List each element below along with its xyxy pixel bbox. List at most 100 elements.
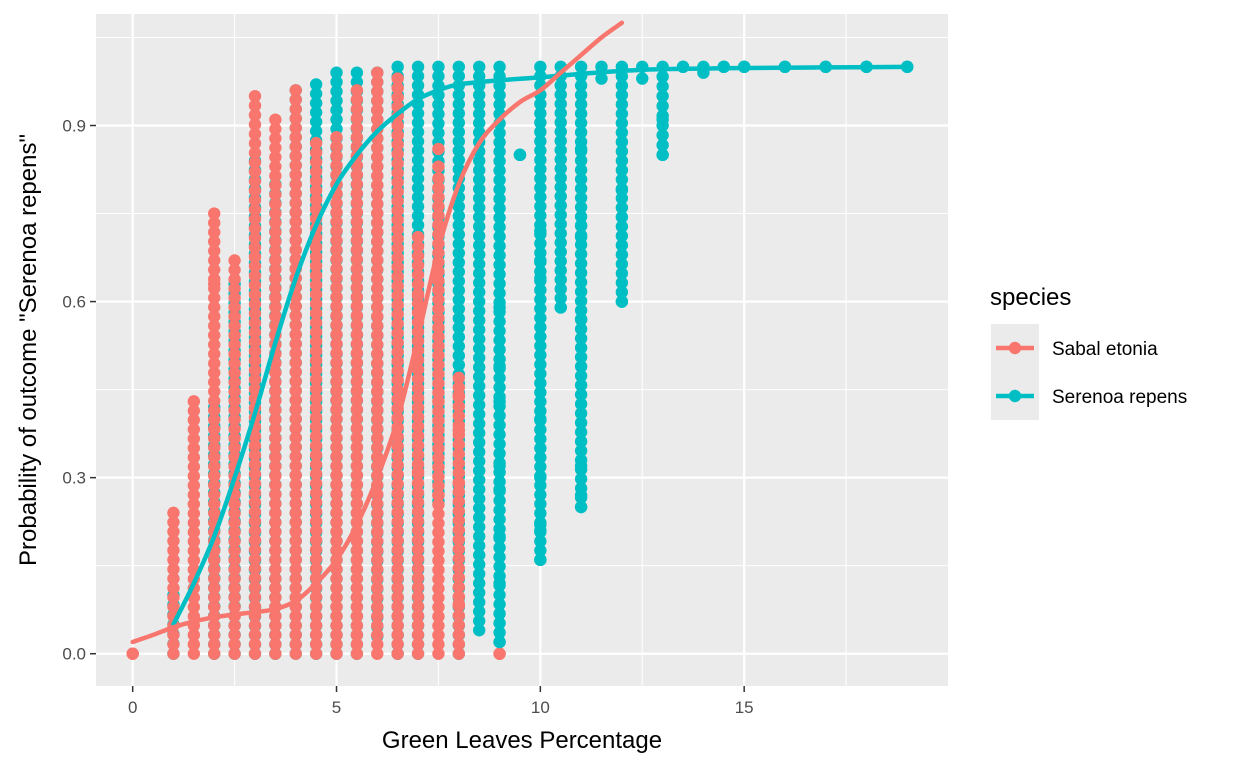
data-point-serenoa-repens: [411, 200, 425, 213]
data-point-sabal-etonia: [391, 487, 404, 500]
data-point-sabal-etonia: [411, 363, 425, 376]
data-point-sabal-etonia: [371, 572, 384, 585]
data-point-sabal-etonia: [391, 468, 404, 481]
data-point-serenoa-repens: [534, 376, 547, 390]
data-point-sabal-etonia: [330, 318, 343, 332]
data-point-sabal-etonia: [330, 300, 343, 313]
data-point-serenoa-repens: [554, 217, 567, 231]
data-point-sabal-etonia: [289, 140, 302, 153]
data-point-sabal-etonia: [269, 441, 282, 454]
data-point-sabal-etonia: [432, 544, 445, 558]
data-point-sabal-etonia: [309, 524, 323, 537]
data-point-sabal-etonia: [432, 311, 445, 325]
data-point-serenoa-repens: [574, 322, 588, 336]
data-point-sabal-etonia: [391, 609, 404, 623]
y-tick-label: 0.9: [62, 117, 86, 136]
data-point-sabal-etonia: [452, 447, 466, 461]
data-point-sabal-etonia: [289, 469, 302, 482]
data-point-serenoa-repens: [493, 395, 506, 408]
data-point-sabal-etonia: [391, 477, 404, 491]
data-point-sabal-etonia: [330, 440, 343, 454]
data-point-serenoa-repens: [534, 162, 547, 176]
data-point-serenoa-repens: [534, 432, 547, 446]
data-point-sabal-etonia: [350, 131, 364, 144]
data-point-sabal-etonia: [371, 563, 384, 576]
data-point-serenoa-repens: [452, 107, 466, 120]
data-point-sabal-etonia: [269, 150, 282, 164]
data-point-serenoa-repens: [309, 87, 323, 100]
data-point-serenoa-repens: [472, 539, 486, 552]
data-point-sabal-etonia: [432, 554, 445, 567]
data-point-serenoa-repens: [411, 218, 425, 232]
data-point-serenoa-repens: [472, 445, 486, 459]
data-point-serenoa-repens: [493, 315, 506, 328]
data-point-serenoa-repens: [615, 126, 629, 139]
data-point-serenoa-repens: [472, 530, 486, 543]
data-point-sabal-etonia: [289, 478, 302, 491]
data-point-sabal-etonia: [208, 226, 221, 239]
data-point-sabal-etonia: [208, 357, 221, 370]
data-point-serenoa-repens: [554, 106, 567, 120]
data-point-serenoa-repens: [472, 483, 486, 496]
data-point-serenoa-repens: [574, 154, 588, 167]
data-point-sabal-etonia: [248, 628, 262, 642]
data-point-sabal-etonia: [228, 600, 241, 614]
data-point-sabal-etonia: [289, 459, 302, 473]
data-point-sabal-etonia: [269, 282, 282, 295]
data-point-serenoa-repens: [472, 60, 486, 74]
data-point-serenoa-repens: [452, 116, 466, 129]
data-point-sabal-etonia: [411, 533, 425, 547]
data-point-sabal-etonia: [350, 253, 364, 266]
data-point-sabal-etonia: [371, 525, 384, 539]
data-point-serenoa-repens: [534, 339, 547, 353]
data-point-sabal-etonia: [309, 297, 323, 311]
data-point-serenoa-repens: [472, 201, 486, 214]
data-point-sabal-etonia: [391, 72, 404, 85]
data-point-serenoa-repens: [493, 334, 506, 347]
data-point-sabal-etonia: [391, 270, 404, 283]
data-point-sabal-etonia: [330, 356, 343, 369]
data-point-serenoa-repens: [574, 444, 588, 458]
data-point-serenoa-repens: [472, 586, 486, 599]
data-point-serenoa-repens: [472, 107, 486, 120]
data-point-sabal-etonia: [371, 450, 384, 464]
data-point-sabal-etonia: [371, 235, 384, 248]
data-point-sabal-etonia: [289, 243, 302, 257]
data-point-sabal-etonia: [289, 328, 302, 341]
data-point-serenoa-repens: [554, 199, 567, 212]
data-point-sabal-etonia: [309, 496, 323, 509]
data-point-sabal-etonia: [309, 373, 323, 386]
data-point-serenoa-repens: [452, 218, 466, 232]
data-point-sabal-etonia: [371, 85, 384, 98]
data-point-sabal-etonia: [269, 638, 282, 651]
data-point-sabal-etonia: [289, 131, 302, 144]
data-point-serenoa-repens: [534, 497, 547, 511]
data-point-sabal-etonia: [269, 122, 282, 136]
data-point-serenoa-repens: [452, 153, 466, 167]
data-point-serenoa-repens: [574, 459, 588, 473]
data-point-sabal-etonia: [411, 505, 425, 518]
data-point-sabal-etonia: [391, 223, 404, 236]
data-point-sabal-etonia: [187, 535, 201, 548]
data-point-sabal-etonia: [269, 544, 282, 557]
data-point-sabal-etonia: [391, 279, 404, 293]
data-point-sabal-etonia: [391, 534, 404, 547]
data-point-sabal-etonia: [350, 271, 364, 285]
x-axis: 0 5 10 15: [128, 686, 754, 717]
data-point-sabal-etonia: [391, 572, 404, 585]
data-point-sabal-etonia: [208, 329, 221, 342]
data-point-sabal-etonia: [208, 581, 221, 595]
data-point-serenoa-repens: [330, 103, 343, 117]
data-point-serenoa-repens: [493, 494, 506, 507]
data-point-sabal-etonia: [228, 441, 241, 454]
data-point-sabal-etonia: [248, 165, 262, 178]
data-point-sabal-etonia: [289, 187, 302, 200]
data-point-sabal-etonia: [289, 121, 302, 135]
data-point-sabal-etonia: [411, 647, 425, 660]
data-point-sabal-etonia: [411, 590, 425, 604]
data-point-sabal-etonia: [391, 157, 404, 170]
data-point-sabal-etonia: [371, 385, 384, 398]
data-point-sabal-etonia: [248, 382, 262, 396]
data-point-sabal-etonia: [208, 553, 221, 567]
data-point-sabal-etonia: [187, 413, 201, 427]
